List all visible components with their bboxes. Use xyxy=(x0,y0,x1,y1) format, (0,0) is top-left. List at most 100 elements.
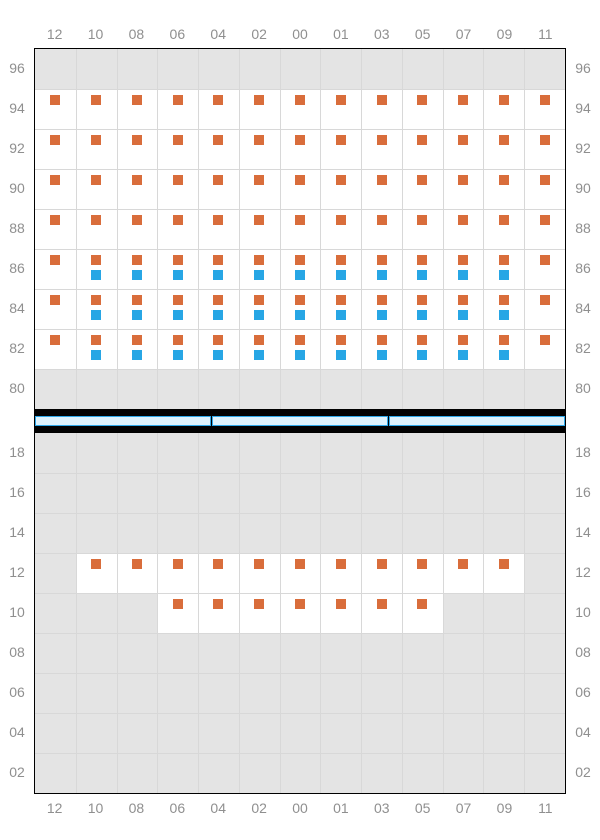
orange-marker xyxy=(458,295,468,305)
gridline xyxy=(35,289,565,290)
orange-marker xyxy=(458,559,468,569)
orange-marker xyxy=(499,135,509,145)
orange-marker xyxy=(173,295,183,305)
orange-marker xyxy=(132,559,142,569)
orange-marker xyxy=(499,175,509,185)
row-label: 96 xyxy=(0,48,34,88)
orange-marker xyxy=(336,255,346,265)
gridline xyxy=(361,49,362,409)
orange-marker xyxy=(50,295,60,305)
gridline xyxy=(35,169,565,170)
orange-marker xyxy=(50,255,60,265)
orange-marker xyxy=(499,255,509,265)
gridline xyxy=(35,329,565,330)
row-label: 82 xyxy=(566,328,600,368)
gridline xyxy=(35,513,565,514)
orange-marker xyxy=(499,95,509,105)
col-label: 03 xyxy=(361,20,402,48)
orange-marker xyxy=(213,255,223,265)
row-label: 02 xyxy=(566,752,600,792)
gridline xyxy=(280,433,281,793)
separator-bar xyxy=(34,410,566,432)
orange-marker xyxy=(213,95,223,105)
row-label: 10 xyxy=(0,592,34,632)
orange-marker xyxy=(91,215,101,225)
blue-marker xyxy=(458,310,468,320)
blue-marker xyxy=(132,350,142,360)
blue-marker xyxy=(458,350,468,360)
blue-marker xyxy=(254,310,264,320)
row-label: 14 xyxy=(0,512,34,552)
orange-marker xyxy=(458,135,468,145)
blue-marker xyxy=(295,270,305,280)
orange-marker xyxy=(173,599,183,609)
orange-marker xyxy=(91,175,101,185)
orange-marker xyxy=(336,295,346,305)
blue-marker xyxy=(458,270,468,280)
blue-marker xyxy=(254,350,264,360)
orange-marker xyxy=(377,599,387,609)
orange-marker xyxy=(91,295,101,305)
gridline xyxy=(117,49,118,409)
gridline xyxy=(76,433,77,793)
col-label: 04 xyxy=(198,794,239,822)
col-label: 06 xyxy=(157,20,198,48)
gridline xyxy=(483,49,484,409)
orange-marker xyxy=(458,255,468,265)
orange-marker xyxy=(213,295,223,305)
orange-marker xyxy=(91,559,101,569)
orange-marker xyxy=(173,95,183,105)
gridline xyxy=(198,433,199,793)
orange-marker xyxy=(254,335,264,345)
orange-marker xyxy=(50,135,60,145)
col-label: 11 xyxy=(525,794,566,822)
orange-marker xyxy=(377,559,387,569)
blue-marker xyxy=(336,350,346,360)
gridline xyxy=(443,49,444,409)
gridline xyxy=(524,433,525,793)
row-label: 90 xyxy=(566,168,600,208)
orange-marker xyxy=(377,215,387,225)
orange-marker xyxy=(458,335,468,345)
col-label: 00 xyxy=(280,20,321,48)
orange-marker xyxy=(417,255,427,265)
orange-marker xyxy=(132,95,142,105)
blue-marker xyxy=(499,350,509,360)
orange-marker xyxy=(295,335,305,345)
gridline xyxy=(35,249,565,250)
row-label: 18 xyxy=(566,432,600,472)
col-labels-bottom: 12100806040200010305070911 xyxy=(34,794,566,822)
gridline xyxy=(320,433,321,793)
orange-marker xyxy=(295,295,305,305)
blue-marker xyxy=(173,270,183,280)
orange-marker xyxy=(132,215,142,225)
gridline xyxy=(35,673,565,674)
gridline xyxy=(239,49,240,409)
gridline xyxy=(402,433,403,793)
col-label: 08 xyxy=(116,20,157,48)
col-label: 01 xyxy=(320,20,361,48)
row-labels-top-right: 969492908886848280 xyxy=(566,48,600,410)
orange-marker xyxy=(417,335,427,345)
blue-marker xyxy=(213,270,223,280)
orange-marker xyxy=(417,135,427,145)
gridline xyxy=(483,433,484,793)
col-label: 07 xyxy=(443,794,484,822)
blue-marker xyxy=(295,350,305,360)
grid-top xyxy=(34,48,566,410)
row-label: 08 xyxy=(0,632,34,672)
orange-marker xyxy=(499,559,509,569)
orange-marker xyxy=(91,335,101,345)
col-label: 10 xyxy=(75,20,116,48)
orange-marker xyxy=(50,175,60,185)
gridline xyxy=(35,473,565,474)
orange-marker xyxy=(540,255,550,265)
orange-marker xyxy=(417,95,427,105)
orange-marker xyxy=(254,559,264,569)
gridline xyxy=(117,433,118,793)
row-labels-top-left: 969492908886848280 xyxy=(0,48,34,410)
orange-marker xyxy=(295,135,305,145)
gridline xyxy=(35,593,565,594)
blue-marker xyxy=(213,310,223,320)
row-label: 92 xyxy=(0,128,34,168)
